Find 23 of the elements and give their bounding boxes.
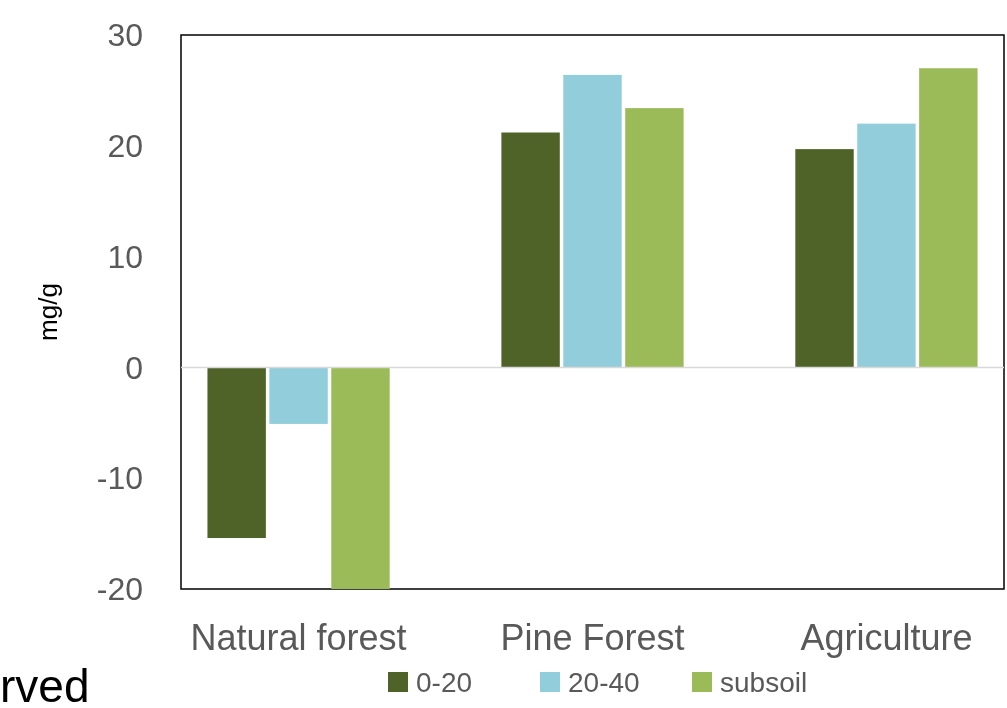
y-tick-label: -10 [96, 460, 143, 497]
legend-label: 20-40 [568, 667, 640, 698]
y-tick-label: 10 [107, 238, 143, 275]
y-tick-label: 0 [125, 349, 143, 386]
y-axis-title: mg/g [33, 283, 63, 341]
x-tick-label: Agriculture [800, 617, 973, 658]
legend-label: 0-20 [416, 667, 473, 698]
x-tick-label: Natural forest [190, 617, 407, 658]
bar [269, 367, 328, 424]
bar [331, 367, 390, 589]
x-tick-label: Pine Forest [500, 617, 685, 658]
bar [857, 123, 916, 368]
bar [795, 149, 854, 368]
bar [625, 108, 684, 368]
bar [207, 367, 266, 539]
text: rved [0, 660, 90, 708]
bar [501, 132, 560, 368]
y-tick-label: -20 [96, 571, 143, 608]
legend-label: subsoil [720, 667, 808, 698]
y-tick-label: 30 [107, 17, 143, 54]
y-tick-label: 20 [107, 128, 143, 164]
bar [563, 74, 622, 368]
bar [919, 68, 978, 368]
